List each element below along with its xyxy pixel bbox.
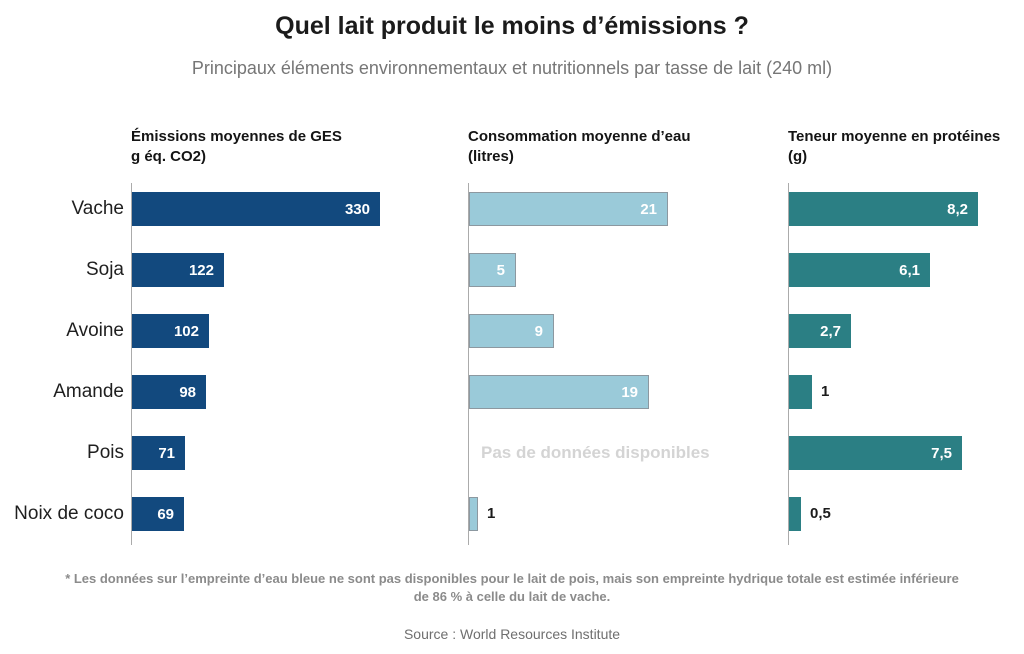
bar-protein-content-amande [789,375,812,409]
no-data-text-water-consumption: Pas de données disponibles [481,443,710,462]
bar-protein-content-pois: 7,5 [789,436,962,470]
bar-ghg-emissions-pois: 71 [132,436,185,470]
value-label-protein-content-avoine: 2,7 [820,322,841,340]
value-label-protein-content-noix-de-coco: 0,5 [810,505,831,522]
value-label-ghg-emissions-avoine: 102 [173,322,199,340]
category-label-amande: Amande [53,381,124,402]
bar-protein-content-noix-de-coco [789,497,801,531]
axis-line-water-consumption [468,183,469,545]
page-title: Quel lait produit le moins d’émissions ? [275,12,749,40]
value-label-water-consumption-vache: 21 [640,200,657,218]
value-label-water-consumption-soja: 5 [496,261,505,279]
value-label-water-consumption-amande: 19 [621,383,638,401]
value-label-ghg-emissions-vache: 330 [344,200,370,218]
category-label-vache: Vache [71,198,124,219]
page-subtitle: Principaux éléments environnementaux et … [191,58,833,78]
column-header-protein-content: Teneur moyenne en protéines (g) [788,127,1024,167]
bar-ghg-emissions-avoine: 102 [132,314,209,348]
bar-water-consumption-soja: 5 [469,253,516,287]
column-header-ghg-emissions: Émissions moyennes de GES g éq. CO2) [131,127,451,167]
value-label-water-consumption-noix-de-coco: 1 [487,505,496,522]
bar-water-consumption-avoine: 9 [469,314,554,348]
category-label-soja: Soja [85,259,124,280]
bar-ghg-emissions-soja: 122 [132,253,224,287]
category-label-avoine: Avoine [66,320,124,341]
source-credit: Source : World Resources Institute [403,626,621,642]
footnote: * Les données sur l’empreinte d’eau bleu… [37,570,987,606]
bar-water-consumption-noix-de-coco [469,497,478,531]
column-header-protein-content-line2: (g) [788,148,808,165]
bar-protein-content-soja: 6,1 [789,253,930,287]
bar-protein-content-avoine: 2,7 [789,314,851,348]
axis-line-protein-content [788,183,789,545]
category-label-noix-de-coco: Noix de coco [14,503,124,524]
footnote-line2: de 86 % à celle du lait de vache. [413,589,611,604]
chart-area: Émissions moyennes de GES g éq. CO2) Con… [14,127,1024,545]
bar-ghg-emissions-vache: 330 [132,192,380,226]
bar-water-consumption-amande: 19 [469,375,649,409]
value-label-protein-content-soja: 6,1 [899,261,920,279]
footnote-line1: * Les données sur l’empreinte d’eau bleu… [65,571,959,586]
value-label-ghg-emissions-soja: 122 [188,261,214,279]
column-header-protein-content-line1: Teneur moyenne en protéines [788,128,1001,145]
value-label-protein-content-pois: 7,5 [931,444,952,462]
bar-ghg-emissions-noix-de-coco: 69 [132,497,184,531]
value-label-ghg-emissions-amande: 98 [179,383,196,401]
bar-ghg-emissions-amande: 98 [132,375,206,409]
value-label-ghg-emissions-pois: 71 [158,444,175,462]
column-header-water-consumption: Consommation moyenne d’eau (litres) [468,127,788,167]
bar-water-consumption-vache: 21 [469,192,668,226]
value-label-protein-content-vache: 8,2 [947,200,968,218]
bar-protein-content-vache: 8,2 [789,192,978,226]
column-header-water-consumption-line1: Consommation moyenne d’eau [468,128,691,145]
value-label-protein-content-amande: 1 [821,383,830,400]
axis-line-ghg-emissions [131,183,132,545]
column-header-ghg-emissions-line2: g éq. CO2) [131,148,207,165]
column-header-water-consumption-line2: (litres) [468,148,514,165]
value-label-ghg-emissions-noix-de-coco: 69 [157,505,174,523]
category-label-pois: Pois [87,442,124,463]
column-header-ghg-emissions-line1: Émissions moyennes de GES [131,128,342,145]
value-label-water-consumption-avoine: 9 [534,322,543,340]
